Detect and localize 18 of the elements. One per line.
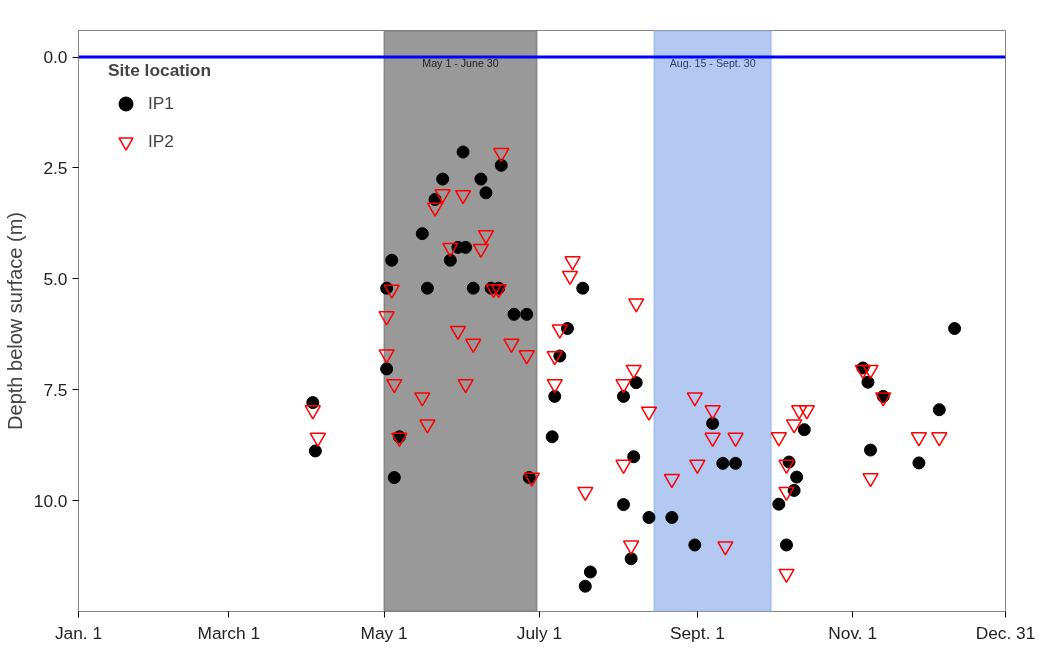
y-tick-label: 0.0 (43, 47, 68, 68)
y-tick-label: 7.5 (43, 379, 68, 400)
x-tick-label: March 1 (197, 622, 261, 643)
band-label: May 1 - June 30 (422, 56, 499, 69)
y-tick-label: 5.0 (43, 268, 68, 289)
y-axis-title: Depth below surface (m) (3, 212, 26, 430)
band-label: Aug. 15 - Sept. 30 (669, 56, 756, 69)
legend-label: IP2 (148, 131, 175, 152)
y-tick-label: 10.0 (33, 490, 68, 511)
x-tick-label: Jan. 1 (54, 622, 103, 643)
x-tick-label: Sept. 1 (669, 622, 725, 643)
x-tick-label: July 1 (516, 622, 563, 643)
legend-title: Site location (108, 60, 212, 81)
x-tick-label: Dec. 31 (975, 622, 1036, 643)
x-tick-label: May 1 (360, 622, 408, 643)
y-tick-label: 2.5 (43, 157, 68, 178)
x-tick-label: Nov. 1 (828, 622, 878, 643)
legend-label: IP1 (148, 93, 175, 114)
